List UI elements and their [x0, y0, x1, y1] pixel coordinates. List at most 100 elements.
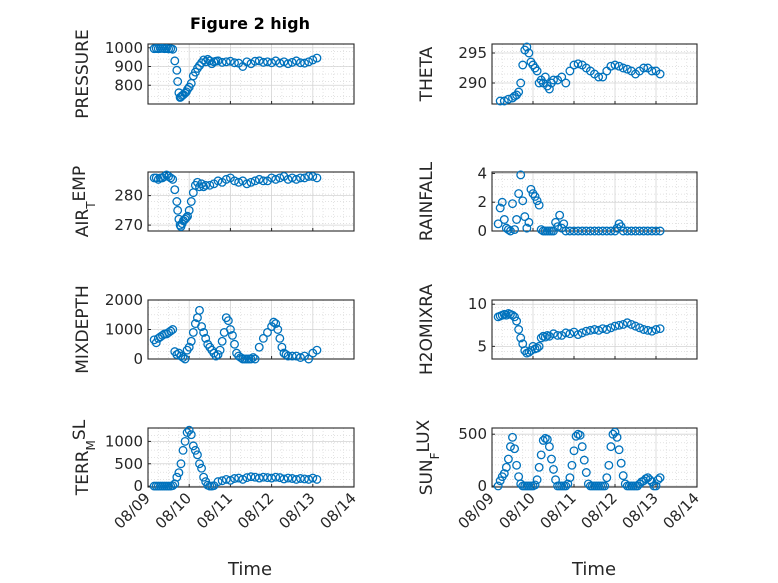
data-point	[312, 173, 322, 183]
data-point	[655, 473, 665, 483]
data-point	[604, 460, 614, 470]
data-point	[295, 474, 305, 483]
data-point	[166, 173, 176, 183]
data-point	[217, 57, 227, 67]
subplot-h2omixra: 5 10 H2OMIXRA	[417, 284, 698, 375]
data-point	[522, 42, 532, 52]
data-point	[598, 72, 608, 82]
data-point	[242, 179, 252, 189]
data-point	[172, 472, 182, 482]
data-point	[246, 177, 256, 187]
data-point	[610, 427, 620, 437]
data-point	[643, 325, 653, 335]
x-tick-label: 08/12	[578, 489, 621, 532]
data-point	[283, 59, 293, 69]
data-point	[557, 72, 567, 82]
data-point	[639, 325, 649, 334]
data-point	[258, 333, 268, 343]
data-point	[254, 174, 264, 184]
y-tick-label: 0	[477, 222, 487, 240]
y-tick-label: 5	[477, 337, 487, 355]
data-point	[544, 442, 554, 452]
data-point	[655, 324, 665, 334]
y-axis-label-subscript: T	[84, 201, 98, 210]
y-axis-label: THETA	[417, 46, 437, 102]
y-axis-label-main: PRESSURE	[73, 29, 93, 118]
data-point	[308, 473, 318, 483]
data-point	[540, 332, 550, 342]
y-axis-label-main: MIXDEPTH	[73, 285, 93, 374]
data-point	[250, 56, 260, 66]
data-point	[653, 475, 663, 485]
y-tick-label: 0	[133, 350, 143, 368]
x-tick-label: 08/11	[193, 489, 236, 532]
y-tick-label: 0	[477, 477, 487, 495]
data-point	[271, 174, 281, 184]
y-tick-label: 10	[468, 295, 487, 313]
x-tick-label: 08/14	[317, 489, 360, 532]
data-point	[172, 197, 182, 206]
y-tick-label: 295	[458, 44, 487, 62]
data-point	[225, 325, 235, 334]
y-tick-label: 500	[458, 425, 487, 443]
data-point	[520, 346, 530, 356]
data-point	[573, 59, 583, 69]
data-point	[651, 325, 661, 334]
data-point	[186, 430, 196, 440]
data-point	[581, 326, 591, 336]
data-point	[540, 72, 550, 82]
data-point	[213, 176, 223, 186]
data-point	[622, 64, 632, 74]
data-point	[561, 328, 571, 338]
data-point	[308, 171, 318, 181]
x-axis-label-right: Time	[571, 559, 616, 580]
data-point	[183, 211, 193, 221]
data-point	[532, 66, 542, 76]
y-axis-label-main: RAINFALL	[417, 161, 437, 241]
y-tick-label: 1000	[105, 39, 143, 57]
y-axis-label: MIXDEPTH	[73, 285, 93, 374]
data-point	[312, 345, 322, 355]
data-point	[631, 321, 640, 331]
y-tick-label: 2	[477, 193, 487, 211]
data-point	[506, 226, 515, 236]
data-point	[217, 476, 227, 486]
data-point	[271, 319, 281, 329]
data-point	[221, 57, 231, 67]
data-point	[614, 320, 624, 330]
data-point	[215, 345, 225, 355]
data-point	[565, 66, 575, 76]
data-point	[534, 200, 544, 210]
data-point	[549, 464, 558, 474]
data-point	[514, 189, 524, 199]
data-point	[275, 473, 285, 483]
axes-frame	[491, 299, 698, 360]
data-point	[493, 219, 503, 229]
data-point	[213, 56, 223, 66]
data-point	[510, 312, 519, 322]
y-axis-label: AIRTEMP	[70, 166, 98, 237]
data-point	[213, 350, 223, 360]
data-point	[234, 177, 244, 187]
data-point	[304, 57, 314, 67]
data-point	[273, 325, 283, 334]
data-point	[234, 473, 244, 483]
data-point	[242, 473, 252, 483]
data-point	[577, 442, 587, 452]
y-axis-label-main: THETA	[417, 46, 437, 102]
data-point	[563, 479, 573, 489]
data-point	[180, 214, 190, 224]
data-point	[493, 481, 503, 491]
y-axis-label: H2OMIXRA	[417, 284, 437, 375]
data-point	[622, 318, 632, 328]
y-tick-label: 2000	[105, 291, 143, 309]
data-point	[602, 325, 612, 334]
data-point	[180, 436, 190, 446]
data-point	[626, 319, 636, 329]
data-point	[536, 450, 546, 460]
data-point	[512, 460, 522, 470]
data-point	[172, 65, 182, 75]
x-tick-label: 08/10	[152, 489, 195, 532]
data-point	[501, 462, 511, 472]
y-tick-label: 4	[477, 164, 487, 182]
